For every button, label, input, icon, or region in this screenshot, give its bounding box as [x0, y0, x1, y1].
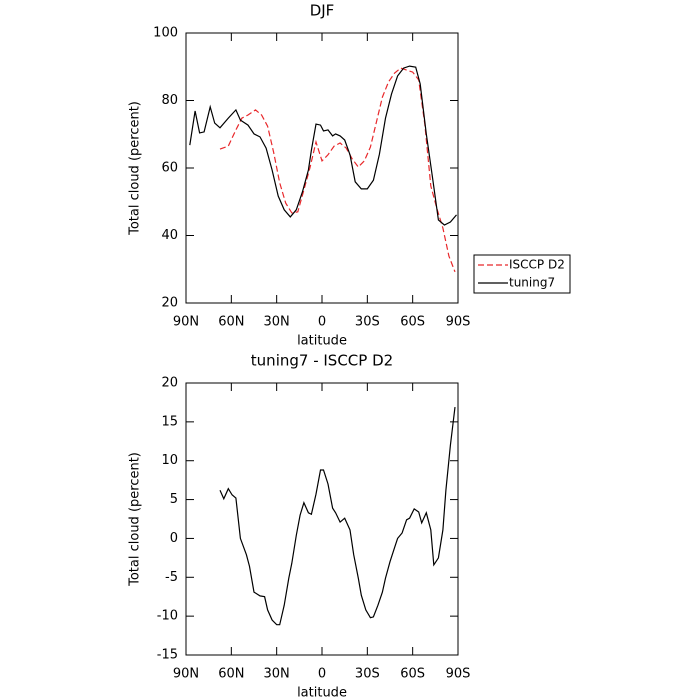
y-tick-label: 0 — [170, 531, 178, 546]
x-tick-label: 0 — [318, 667, 326, 682]
x-tick-label: 60S — [400, 315, 425, 330]
x-tick-label: 30S — [355, 667, 380, 682]
y-tick-label: 20 — [161, 376, 178, 391]
x-tick-label: 0 — [318, 315, 326, 330]
y-tick-label: 10 — [161, 453, 178, 468]
chart-title: tuning7 - ISCCP D2 — [251, 352, 393, 370]
data-line — [219, 407, 456, 626]
x-tick-label: 60N — [218, 315, 244, 330]
y-axis-label: Total cloud (percent) — [128, 452, 143, 587]
x-tick-label: 30N — [264, 667, 290, 682]
x-tick-label: 90N — [173, 315, 199, 330]
x-tick-label: 90N — [173, 667, 199, 682]
data-line — [189, 65, 457, 226]
legend-label: ISCCP D2 — [509, 258, 565, 272]
x-axis-label: latitude — [297, 686, 347, 700]
y-tick-label: 100 — [153, 26, 178, 41]
y-tick-label: -15 — [157, 648, 178, 663]
x-tick-label: 30N — [264, 315, 290, 330]
legend-label: tuning7 — [509, 276, 555, 290]
plot-frame — [185, 382, 459, 656]
x-tick-label: 90S — [446, 667, 471, 682]
y-tick-label: -5 — [165, 570, 178, 585]
x-tick-label: 60N — [218, 667, 244, 682]
x-axis-label: latitude — [297, 334, 347, 349]
y-tick-label: -10 — [157, 609, 178, 624]
legend-box — [473, 254, 571, 294]
x-tick-label: 30S — [355, 315, 380, 330]
chart-title: DJF — [310, 2, 335, 20]
y-tick-label: 5 — [170, 492, 178, 507]
y-tick-label: 60 — [161, 161, 178, 176]
y-tick-label: 40 — [161, 228, 178, 243]
x-tick-label: 60S — [400, 667, 425, 682]
data-line — [219, 67, 456, 273]
y-tick-label: 20 — [161, 296, 178, 311]
y-axis-label: Total cloud (percent) — [128, 101, 143, 236]
x-tick-label: 90S — [446, 315, 471, 330]
y-tick-label: 15 — [161, 414, 178, 429]
y-tick-label: 80 — [161, 93, 178, 108]
